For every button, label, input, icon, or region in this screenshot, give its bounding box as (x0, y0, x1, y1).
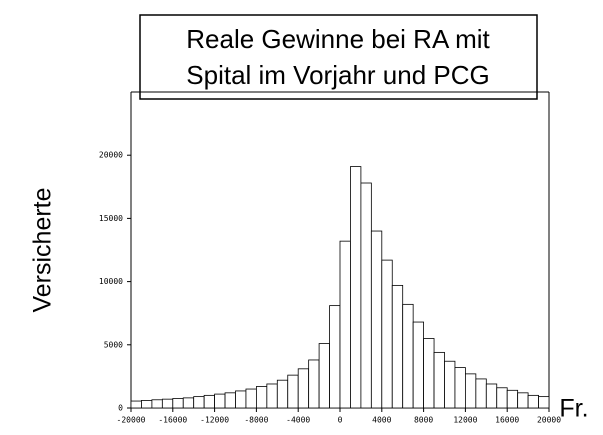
bar (391, 284, 404, 409)
bar (538, 396, 550, 409)
bar (214, 393, 226, 409)
bar (517, 392, 529, 409)
bar (496, 387, 508, 409)
bar (172, 398, 184, 409)
bar (130, 400, 142, 409)
bar (370, 230, 383, 409)
bar (276, 379, 289, 409)
bar (350, 166, 362, 409)
x-tick-label: 0 (338, 416, 343, 425)
bar (182, 397, 195, 409)
x-tick-label: 4000 (372, 416, 391, 425)
chart-title: Spital im Vorjahr und PCG (186, 60, 489, 90)
bar (329, 305, 341, 409)
bar (193, 396, 205, 409)
bar (433, 351, 445, 409)
bar (464, 373, 477, 409)
y-tick-label: 5000 (104, 340, 123, 349)
bar (287, 374, 299, 409)
bar (454, 367, 466, 409)
bar (318, 343, 330, 409)
bar (475, 378, 487, 409)
bar (141, 400, 153, 409)
y-tick-label: 10000 (99, 277, 123, 286)
bar (381, 259, 393, 409)
x-tick-label: -16000 (158, 416, 187, 425)
bar (485, 383, 498, 409)
bar (235, 390, 247, 409)
bar (151, 399, 163, 409)
x-tick-label: 12000 (453, 416, 477, 425)
bar (444, 360, 456, 409)
bar (308, 359, 320, 409)
bar (161, 398, 174, 409)
bar (412, 321, 424, 409)
bar (527, 394, 539, 409)
title-box (139, 14, 538, 100)
x-tick-label: 16000 (495, 416, 519, 425)
bar (203, 394, 215, 409)
bar (297, 368, 310, 409)
chart-title: Reale Gewinne bei RA mit (186, 24, 490, 54)
y-tick-label: 20000 (99, 151, 123, 160)
y-tick-label: 15000 (99, 214, 123, 223)
x-tick-label: -4000 (286, 416, 310, 425)
bar (224, 392, 236, 409)
x-tick-label: -8000 (244, 416, 268, 425)
bar (360, 182, 372, 409)
bar (266, 383, 278, 409)
y-axis-label: Versicherte (29, 187, 57, 312)
y-tick-label: 0 (118, 404, 123, 413)
x-tick-label: -12000 (200, 416, 229, 425)
x-tick-label: 8000 (414, 416, 433, 425)
x-tick-label: 20000 (537, 416, 561, 425)
bar (423, 338, 435, 409)
x-axis-label: Fr. (559, 395, 588, 423)
x-tick-label: -20000 (117, 416, 146, 425)
bar (255, 386, 268, 409)
bar (245, 388, 257, 409)
bar (339, 240, 351, 409)
bar (506, 389, 519, 409)
bar (402, 303, 414, 409)
